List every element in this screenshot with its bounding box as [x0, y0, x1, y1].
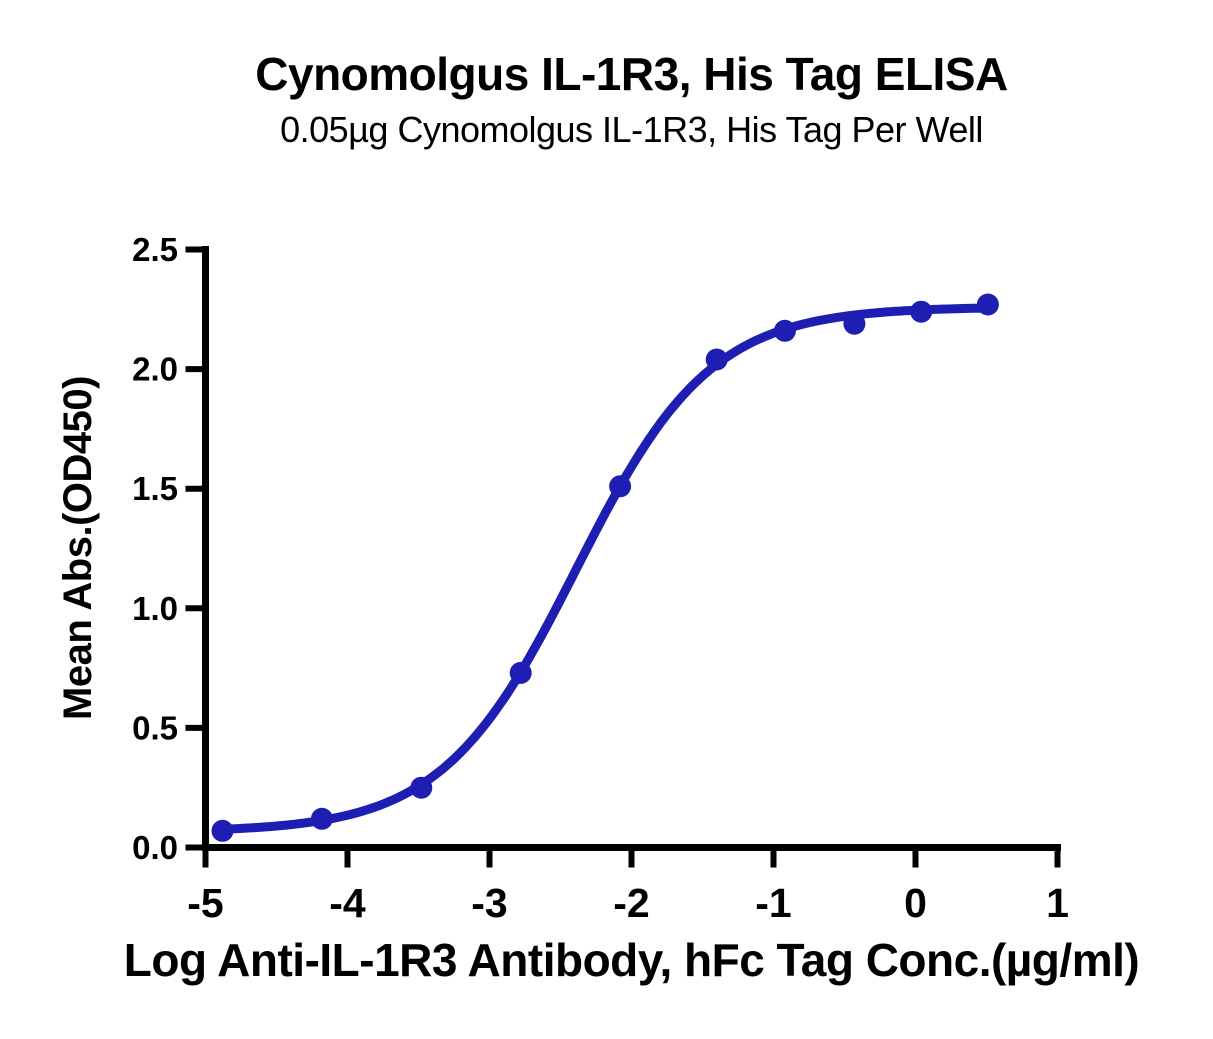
data-point — [310, 807, 333, 830]
x-tick-label: -2 — [613, 880, 649, 926]
y-tick-label: 1.0 — [132, 590, 178, 627]
data-point — [410, 776, 433, 799]
y-tick-label: 1.5 — [132, 470, 178, 507]
data-point — [843, 312, 866, 335]
data-point — [609, 475, 632, 498]
y-tick-label: 2.5 — [132, 231, 178, 268]
data-point — [976, 293, 999, 316]
x-tick-label: 1 — [1046, 880, 1069, 926]
x-tick-label: -5 — [187, 880, 223, 926]
x-axis-label: Log Anti-IL-1R3 Antibody, hFc Tag Conc.(… — [123, 934, 1140, 986]
x-tick-label: -4 — [329, 880, 366, 926]
y-tick-label: 2.0 — [132, 351, 178, 388]
x-tick-label: -1 — [755, 880, 791, 926]
data-point — [705, 348, 728, 371]
chart-subtitle: 0.05µg Cynomolgus IL-1R3, His Tag Per We… — [280, 109, 983, 150]
fit-curve — [218, 303, 993, 834]
x-tick-label: -3 — [471, 880, 507, 926]
data-point — [211, 819, 234, 842]
data-point — [509, 661, 532, 684]
y-tick-label: 0.5 — [132, 709, 178, 746]
data-point — [773, 319, 796, 342]
chart-title: Cynomolgus IL-1R3, His Tag ELISA — [255, 48, 1008, 100]
y-tick-label: 0.0 — [132, 829, 178, 866]
data-point — [910, 300, 933, 323]
x-tick-label: 0 — [904, 880, 927, 926]
